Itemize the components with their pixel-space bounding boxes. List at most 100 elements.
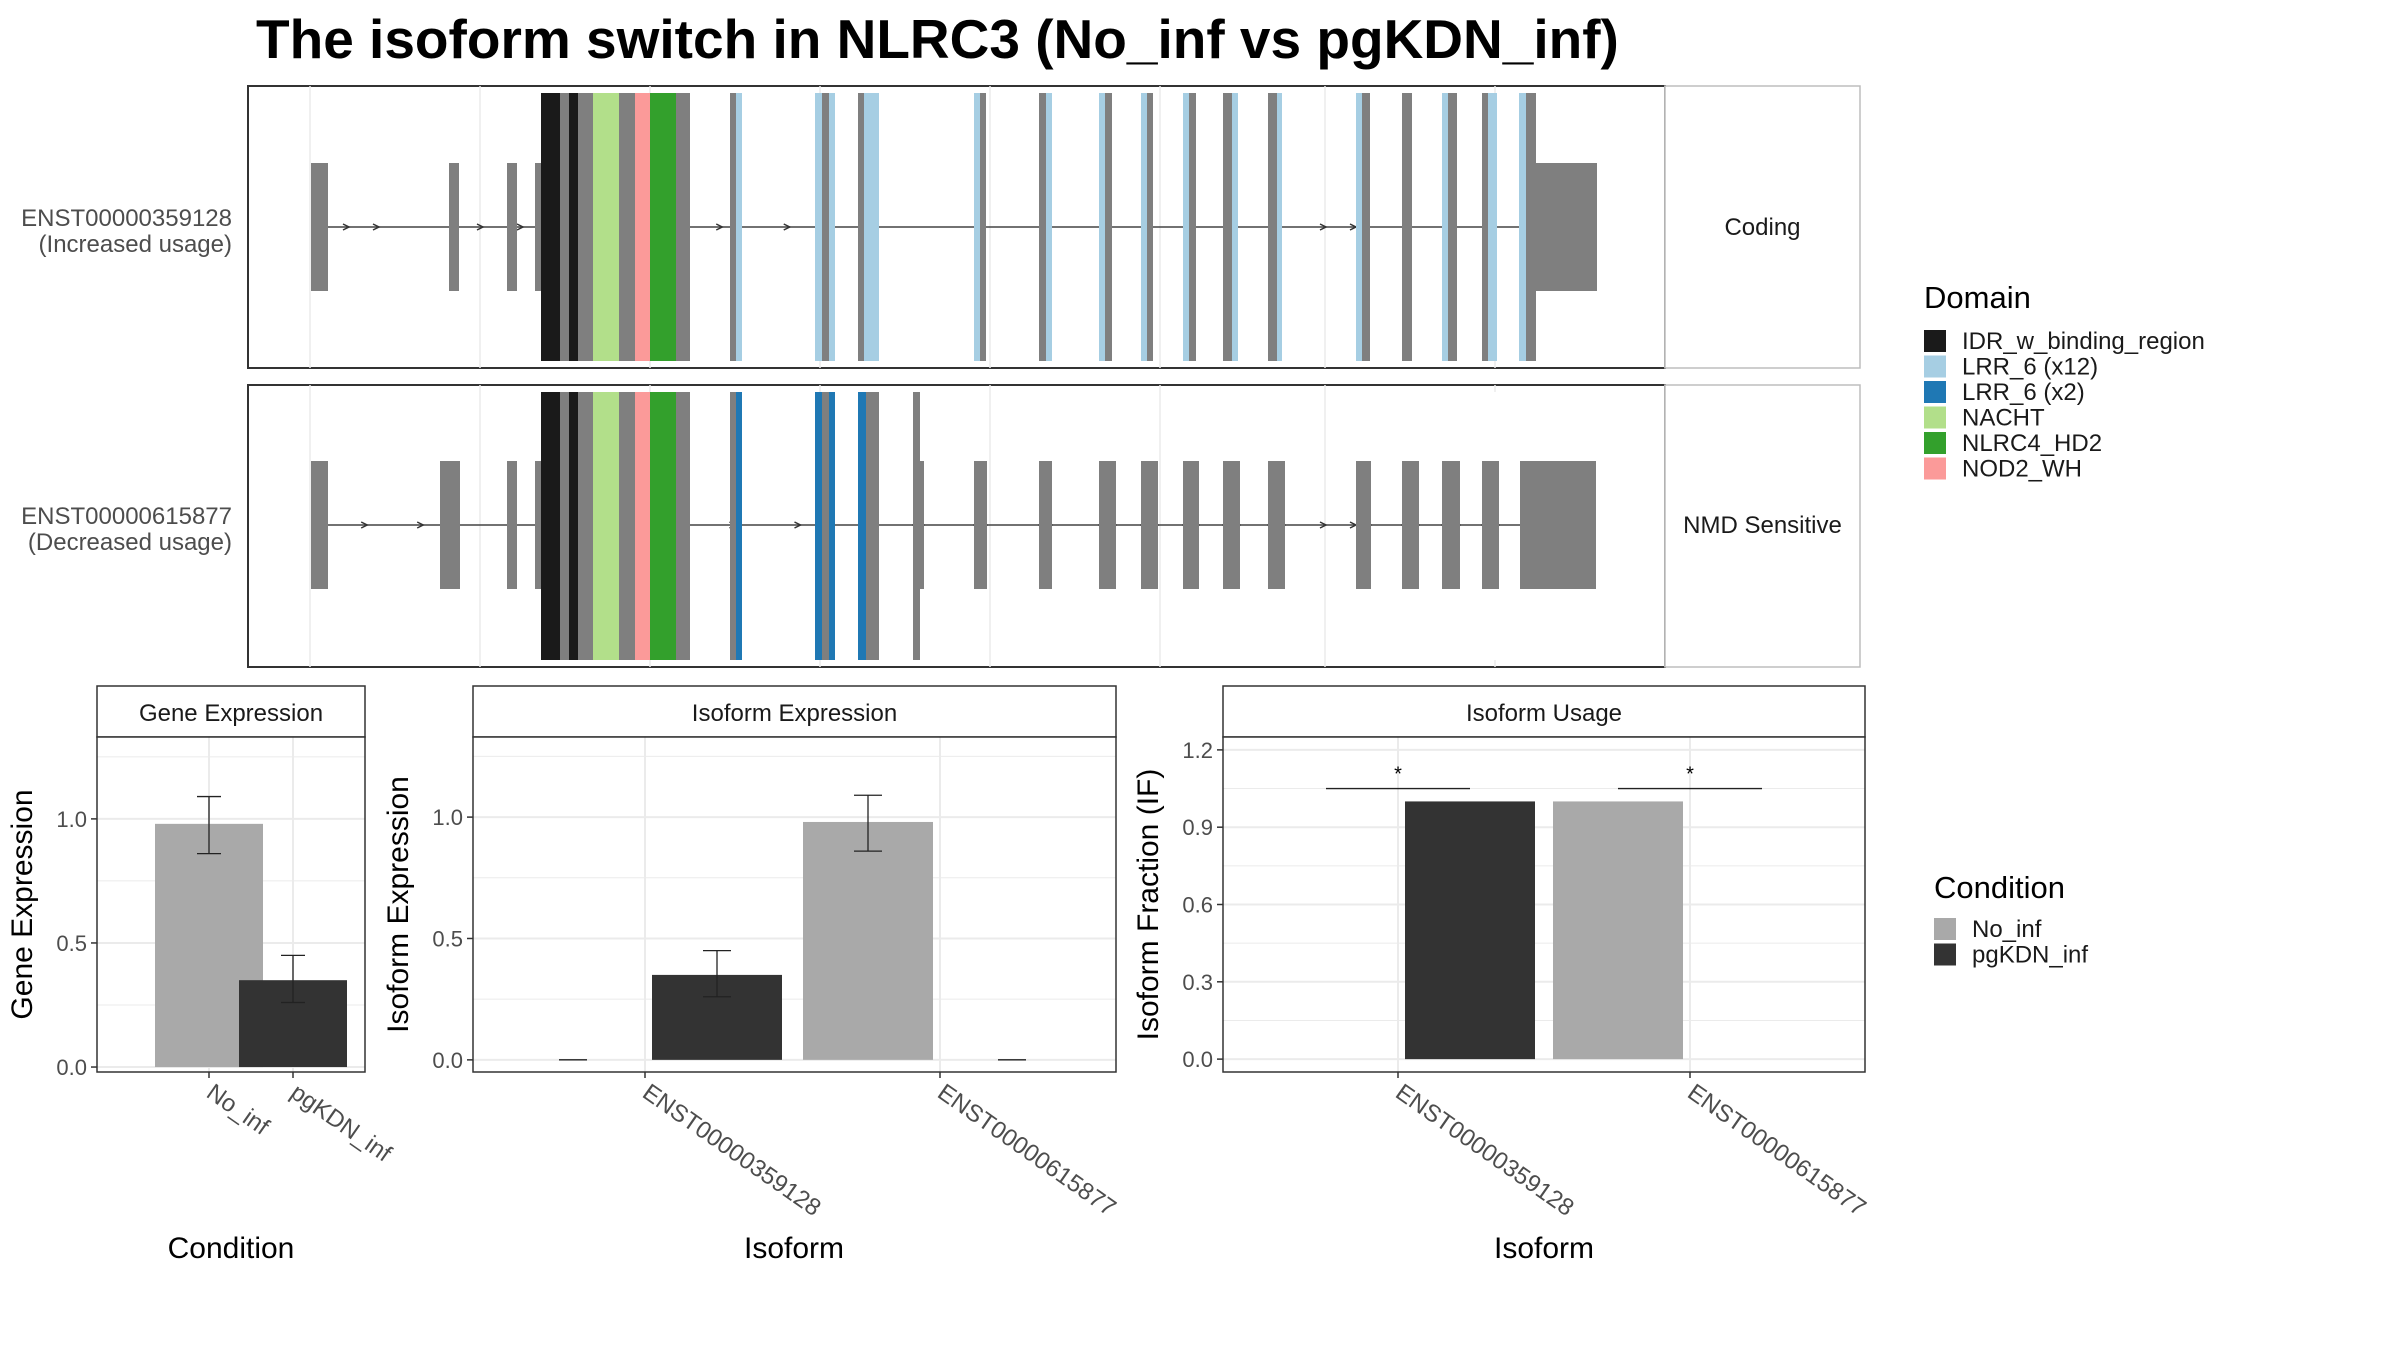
exon-block: [535, 163, 541, 291]
exon-block: [1141, 461, 1158, 589]
exon-block: [1482, 461, 1499, 589]
exon-block: [1105, 93, 1112, 361]
bar-chart-panel: Isoform Usage * * 0.0 0.3 0.6 0.9 1.2 ENST000003…: [1132, 685, 1871, 1265]
intron-arrow: [1319, 223, 1328, 231]
domain-block: [1442, 93, 1448, 361]
legend-key: [1924, 355, 1946, 378]
exon-block: [1448, 93, 1457, 361]
intron-arrow: [1319, 521, 1328, 529]
legend-label: LRR_6 (x2): [1962, 379, 2085, 406]
bar: [1553, 801, 1683, 1060]
domain-block: [829, 93, 835, 361]
x-tick-label: No_inf: [202, 1079, 275, 1141]
x-tick-label: ENST00000359128: [638, 1079, 826, 1222]
legend-key: [1924, 381, 1946, 403]
legend-label: IDR_w_binding_region: [1962, 328, 2205, 355]
exon-block: [822, 93, 829, 361]
domain-block: [1141, 93, 1147, 361]
condition-legend-title: Condition: [1934, 870, 2065, 905]
y-axis-title: Isoform Fraction (IF): [1132, 769, 1165, 1041]
transcript-track: NMD Sensitive ENST00000615877(Decreased u…: [21, 384, 1861, 668]
exon-block: [311, 163, 328, 291]
intron-arrow: [516, 223, 525, 231]
exon-block: [980, 93, 986, 361]
domain-block: [1232, 93, 1238, 361]
domain-block: [815, 93, 822, 361]
y-tick-label: 0.5: [56, 931, 87, 956]
domain-block: [593, 93, 619, 361]
exon-block: [560, 392, 569, 660]
transcript-usage-label: (Increased usage): [39, 231, 232, 258]
transcript-name: ENST00000615877: [21, 503, 232, 530]
bar-chart-panel: Isoform Expression 0.0 0.5 1.0 ENST000003591…: [382, 685, 1121, 1265]
exon-block: [913, 392, 920, 660]
facet-strip-label: Isoform Expression: [692, 700, 897, 727]
exon-block: [507, 461, 517, 589]
exon-block: [507, 163, 517, 291]
x-tick-label: ENST00000615877: [933, 1079, 1121, 1222]
exon-block: [1532, 93, 1536, 361]
exon-block: [1099, 461, 1116, 589]
transcript-name: ENST00000359128: [21, 205, 232, 232]
exon-block: [1147, 93, 1153, 361]
exon-block: [1223, 461, 1240, 589]
y-axis-title: Gene Expression: [6, 789, 39, 1019]
bar-chart-panel: Gene Expression 0.0 0.5 1.0 No_inf pgKDN_inf C…: [6, 685, 397, 1265]
intron-arrow: [476, 223, 485, 231]
domain-block: [1277, 93, 1282, 361]
track-panel: [247, 384, 1666, 668]
domain-block: [1099, 93, 1105, 361]
domain-block: [864, 93, 879, 361]
exon-block: [1482, 93, 1488, 361]
exon-block: [619, 392, 635, 660]
x-tick-label: pgKDN_inf: [286, 1079, 397, 1168]
domain-block: [736, 392, 742, 660]
x-axis-title: Isoform: [744, 1232, 844, 1265]
intron-arrow: [416, 521, 425, 529]
exon-block: [1268, 93, 1277, 361]
exon-block: [1039, 461, 1052, 589]
intron-arrow: [783, 223, 792, 231]
x-axis-title: Condition: [168, 1232, 295, 1265]
facet-strip: [472, 685, 1117, 738]
exon-block: [1402, 461, 1419, 589]
exon-block: [1442, 461, 1460, 589]
intron-arrow: [360, 521, 369, 529]
legend-label: pgKDN_inf: [1972, 942, 2088, 969]
strip-box: [1664, 384, 1861, 668]
legend-key: [1934, 943, 1956, 966]
x-tick-label: ENST00000615877: [1683, 1079, 1871, 1222]
facet-strip-label: Gene Expression: [139, 700, 323, 727]
domain-block: [569, 392, 578, 660]
strip-label: NMD Sensitive: [1683, 512, 1842, 539]
bar: [803, 821, 933, 1060]
exon-block: [730, 392, 736, 660]
domain-block: [541, 392, 560, 660]
exon-block: [449, 163, 459, 291]
legend-label: NACHT: [1962, 405, 2045, 432]
intron-arrow: [342, 223, 351, 231]
domain-block: [650, 392, 676, 660]
transcript-track: Coding ENST00000359128(Increased usage): [21, 85, 1861, 369]
utr-block: [1536, 163, 1597, 291]
exon-block: [1402, 93, 1412, 361]
legend-label: NLRC4_HD2: [1962, 430, 2102, 457]
y-tick-label: 1.0: [56, 807, 87, 832]
utr-block: [1520, 461, 1596, 589]
exon-block: [535, 461, 541, 589]
exon-block: [1356, 461, 1371, 589]
domain-block: [1356, 93, 1362, 361]
y-tick-label: 0.0: [56, 1055, 87, 1080]
domain-block: [541, 93, 560, 361]
plot-border: [472, 736, 1117, 1073]
exon-block: [311, 461, 328, 589]
y-axis-title: Isoform Expression: [382, 776, 415, 1033]
domain-block: [569, 93, 578, 361]
exon-block: [858, 93, 864, 361]
plot-area: [473, 737, 1116, 1072]
intron-arrow: [794, 521, 803, 529]
domain-block: [1519, 93, 1526, 361]
domain-block: [815, 392, 822, 660]
